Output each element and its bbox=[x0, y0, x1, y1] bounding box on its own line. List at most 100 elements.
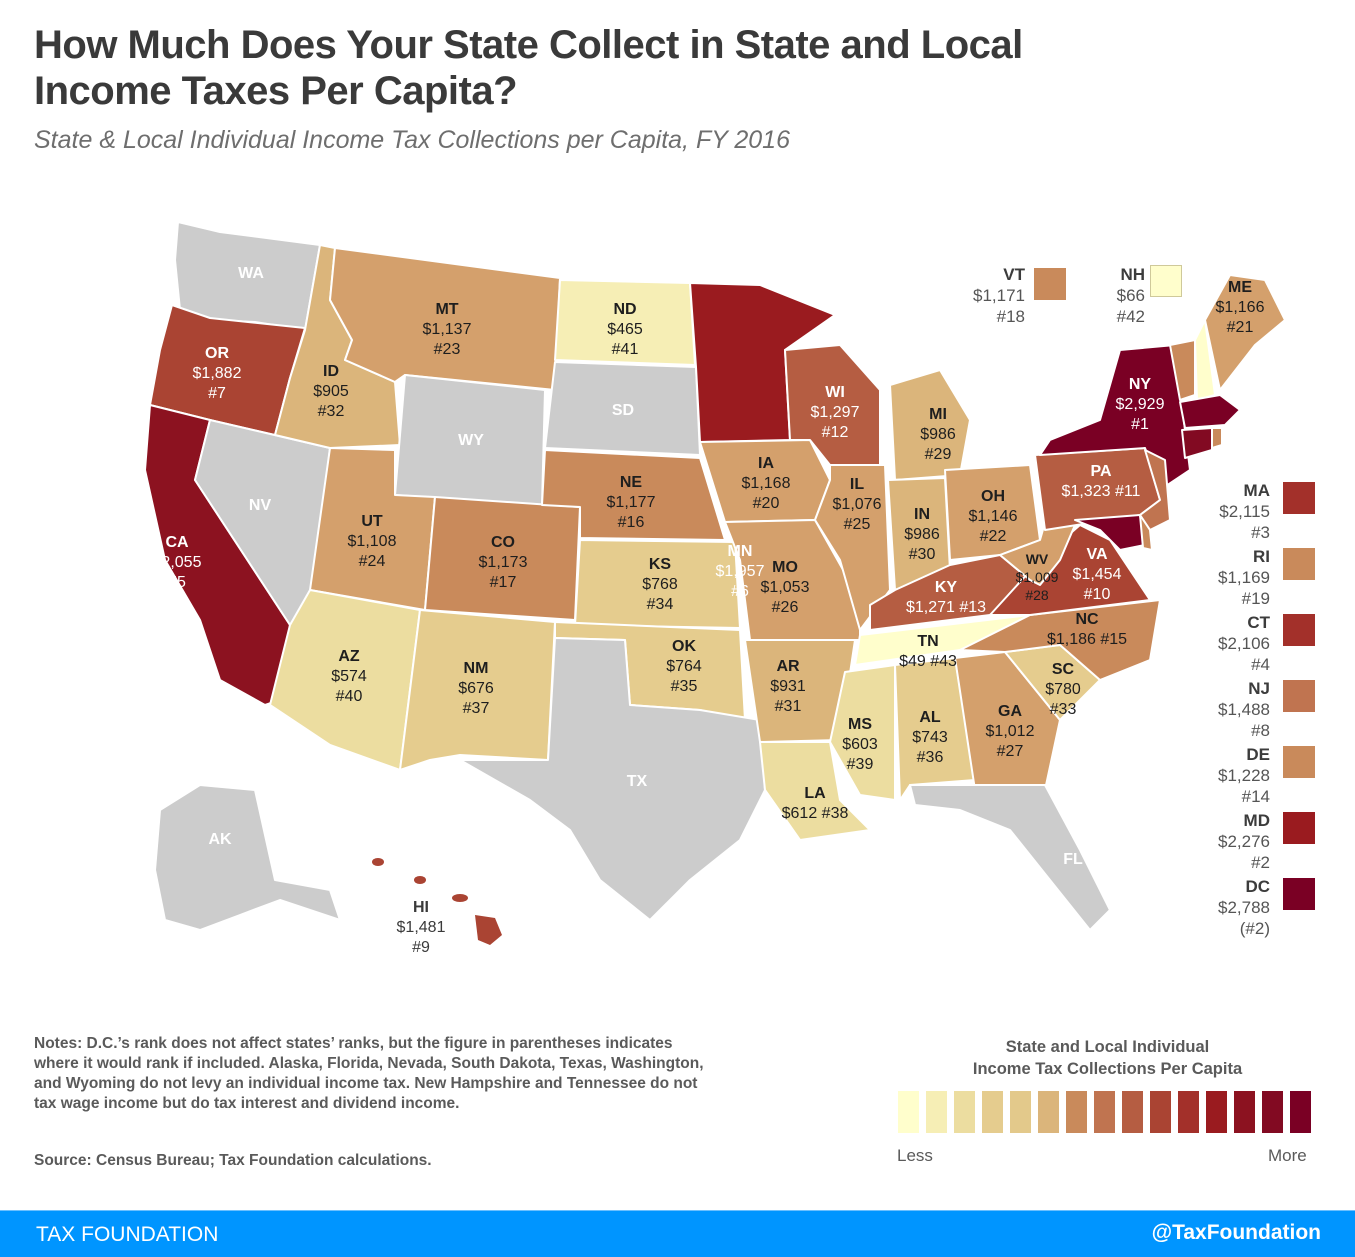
source-text: Source: Census Bureau; Tax Foundation ca… bbox=[34, 1152, 432, 1169]
callout-CT: CT $2,106 #4 bbox=[1218, 613, 1270, 674]
label-KY: KY $1,271 #13 bbox=[905, 579, 987, 616]
state-AK[interactable] bbox=[154, 784, 341, 931]
callout-MA: MA $2,115 #3 bbox=[1219, 481, 1270, 542]
us-choropleth-map: WA OR $1,882 #7 CA $2,055 #5 NV ID $905 #32 MT… bbox=[0, 200, 1355, 1000]
legend-swatch bbox=[1178, 1091, 1199, 1133]
legend-swatch bbox=[954, 1091, 975, 1133]
state-CT[interactable] bbox=[1181, 427, 1213, 459]
state-GA[interactable] bbox=[954, 651, 1061, 791]
state-MI[interactable] bbox=[889, 369, 971, 481]
legend-less-label: Less bbox=[897, 1146, 933, 1165]
state-MD[interactable] bbox=[1074, 514, 1146, 551]
legend-swatch bbox=[1290, 1091, 1311, 1133]
state-SD[interactable] bbox=[544, 361, 701, 456]
label-WI: WI $1,297 #12 bbox=[810, 384, 860, 441]
label-GA: GA $1,012 #27 bbox=[985, 703, 1035, 760]
legend-swatch bbox=[1262, 1091, 1283, 1133]
legend-swatch bbox=[1122, 1091, 1143, 1133]
label-IL: IL $1,076 #25 bbox=[832, 476, 882, 533]
footer-brand: TAX FOUNDATION bbox=[36, 1223, 219, 1246]
legend-swatch bbox=[982, 1091, 1003, 1133]
legend-swatch bbox=[1234, 1091, 1255, 1133]
label-AK: AK bbox=[208, 831, 232, 848]
label-MS: MS $603 #39 bbox=[842, 716, 878, 773]
label-HI: HI $1,481 #9 bbox=[396, 899, 446, 956]
label-FL: FL bbox=[1063, 851, 1083, 868]
callout-NH: NH $66 #42 bbox=[1116, 265, 1145, 326]
state-MA[interactable] bbox=[1179, 394, 1241, 429]
swatch-DE bbox=[1283, 746, 1315, 778]
page-subtitle: State & Local Individual Income Tax Coll… bbox=[34, 126, 790, 154]
callout-DC: DC $2,788 (#2) bbox=[1218, 877, 1270, 938]
state-TX[interactable] bbox=[459, 637, 766, 921]
map-shapes bbox=[144, 221, 1286, 945]
label-OK: OK $764 #35 bbox=[666, 638, 702, 695]
legend-swatch bbox=[1150, 1091, 1171, 1133]
label-OR: OR $1,882 #7 bbox=[192, 345, 242, 402]
callout-DE: DE $1,228 #14 bbox=[1218, 745, 1270, 806]
state-VT[interactable] bbox=[1169, 339, 1196, 401]
swatch-NH bbox=[1150, 265, 1182, 297]
legend-swatch bbox=[1094, 1091, 1115, 1133]
label-SC: SC $780 #33 bbox=[1045, 661, 1081, 718]
label-OH: OH $1,146 #22 bbox=[968, 488, 1018, 545]
label-CA: CA $2,055 #5 bbox=[152, 534, 202, 591]
callout-MD: MD $2,276 #2 bbox=[1218, 811, 1270, 872]
legend-swatch bbox=[1010, 1091, 1031, 1133]
label-SD: SD bbox=[611, 402, 635, 419]
swatch-RI bbox=[1283, 548, 1315, 580]
label-PA: PA $1,323 #11 bbox=[1061, 463, 1141, 500]
notes-text: Notes: D.C.’s rank does not affect state… bbox=[34, 1035, 704, 1112]
legend-color-scale bbox=[898, 1091, 1311, 1133]
legend-swatch bbox=[1038, 1091, 1059, 1133]
legend-swatch bbox=[898, 1091, 919, 1133]
legend-title-line2: Income Tax Collections Per Capita bbox=[972, 1060, 1243, 1078]
label-MO: MO $1,053 #26 bbox=[760, 559, 810, 616]
label-NE: NE $1,177 #16 bbox=[606, 474, 656, 531]
legend-title-line1: State and Local Individual bbox=[1005, 1038, 1210, 1056]
footer-twitter-handle[interactable]: @TaxFoundation bbox=[1151, 1221, 1321, 1244]
label-TN: TN $49 #43 bbox=[899, 633, 957, 670]
label-AR: AR $931 #31 bbox=[770, 658, 806, 715]
swatch-CT bbox=[1283, 614, 1315, 646]
label-MI: MI $986 #29 bbox=[920, 406, 956, 463]
callout-NJ: NJ $1,488 #8 bbox=[1218, 679, 1270, 740]
state-ME[interactable] bbox=[1204, 274, 1286, 391]
label-CO: CO $1,173 #17 bbox=[478, 534, 528, 591]
label-TX: TX bbox=[626, 773, 648, 790]
state-MS[interactable] bbox=[829, 664, 896, 801]
state-RI[interactable] bbox=[1211, 427, 1223, 449]
legend-more-label: More bbox=[1268, 1146, 1307, 1165]
label-UT: UT $1,108 #24 bbox=[347, 513, 397, 570]
label-ID: ID $905 #32 bbox=[313, 363, 349, 420]
state-HI[interactable] bbox=[372, 858, 502, 945]
label-WV: WV $1,009 #28 bbox=[1015, 551, 1059, 603]
label-KS: KS $768 #34 bbox=[642, 556, 678, 613]
state-IL[interactable] bbox=[814, 464, 891, 631]
label-VA: VA $1,454 #10 bbox=[1072, 546, 1122, 603]
state-FL[interactable] bbox=[909, 784, 1111, 931]
label-WA: WA bbox=[238, 265, 264, 282]
swatch-VT bbox=[1034, 268, 1066, 300]
label-NM: NM $676 #37 bbox=[458, 660, 494, 717]
label-ND: ND $465 #41 bbox=[607, 301, 643, 358]
swatch-NJ bbox=[1283, 680, 1315, 712]
label-IA: IA $1,168 #20 bbox=[741, 455, 791, 512]
state-NE[interactable] bbox=[541, 449, 726, 541]
label-IN: IN $986 #30 bbox=[904, 506, 940, 563]
state-AL[interactable] bbox=[894, 657, 976, 801]
swatch-DC bbox=[1283, 878, 1315, 910]
state-KS[interactable] bbox=[574, 539, 741, 629]
callout-VT: VT $1,171 #18 bbox=[973, 265, 1025, 326]
state-DE[interactable] bbox=[1139, 514, 1153, 551]
label-MT: MT $1,137 #23 bbox=[422, 301, 472, 358]
callout-RI: RI $1,169 #19 bbox=[1218, 547, 1270, 608]
footer-bar: TAX FOUNDATION @TaxFoundation bbox=[0, 1210, 1355, 1257]
swatch-MD bbox=[1283, 812, 1315, 844]
label-WY: WY bbox=[458, 432, 484, 449]
legend-swatch bbox=[1066, 1091, 1087, 1133]
label-LA: LA $612 #38 bbox=[781, 785, 849, 822]
label-AL: AL $743 #36 bbox=[912, 709, 948, 766]
label-ME: ME $1,166 #21 bbox=[1215, 279, 1265, 336]
label-MN: MN $1,957 #6 bbox=[715, 543, 765, 600]
